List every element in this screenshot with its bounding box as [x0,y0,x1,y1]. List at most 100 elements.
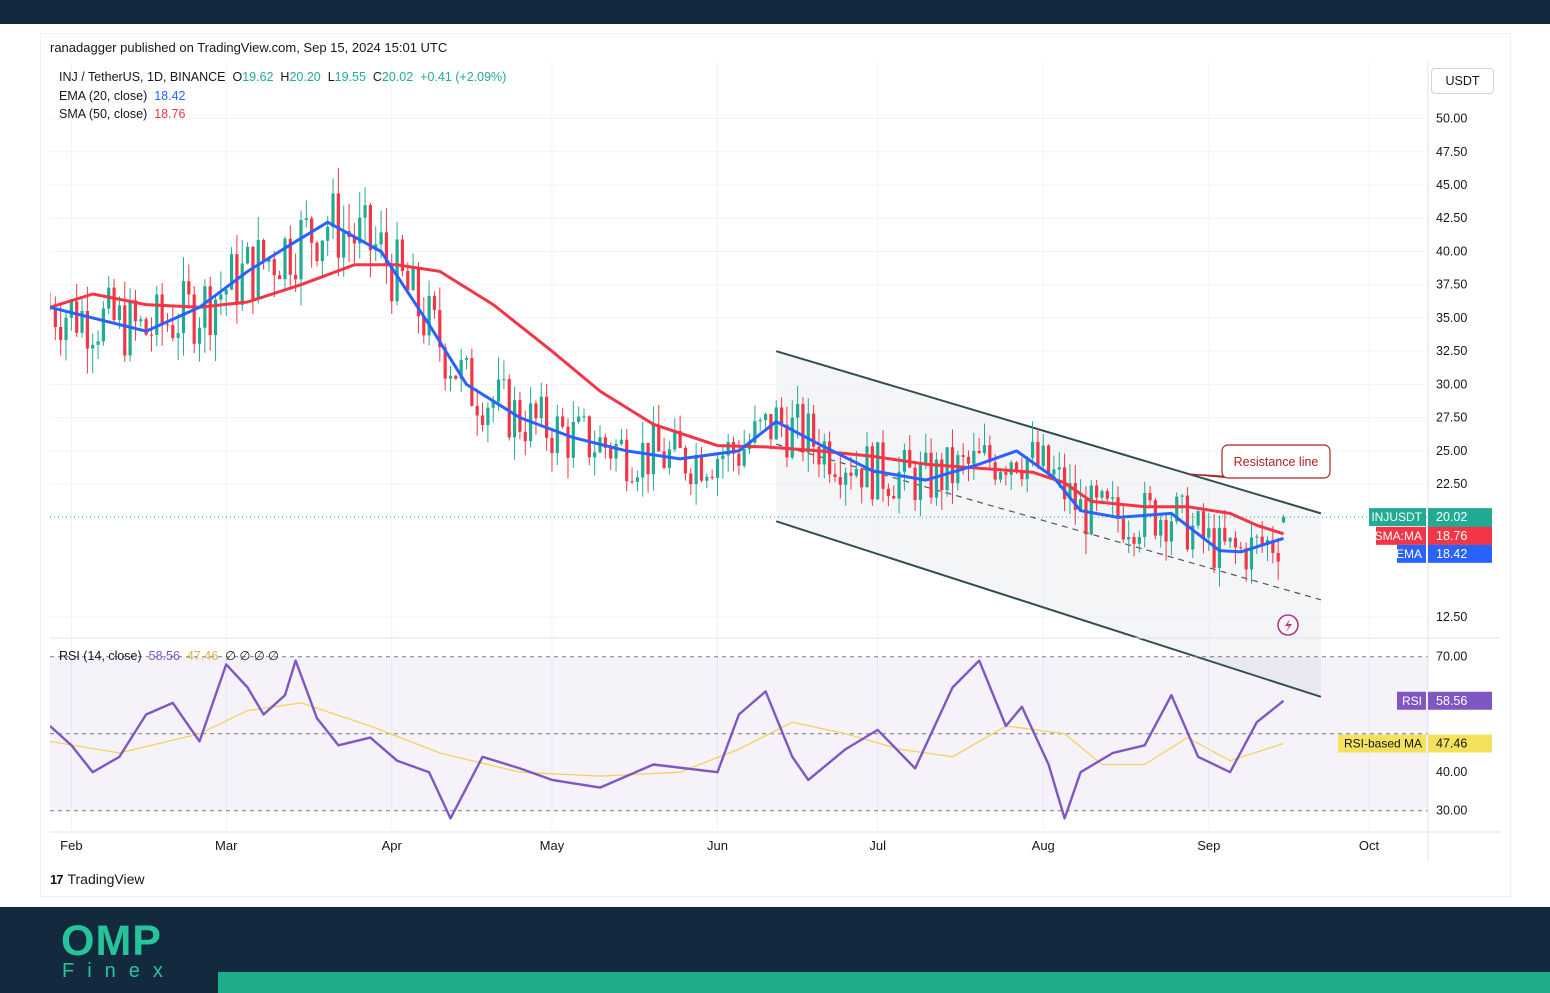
candle-body [91,344,95,349]
rsi-ma-tag-bg [1428,734,1492,753]
candle-body [1153,500,1157,536]
candle-body [961,455,965,457]
ema-tag-bg [1428,544,1492,563]
rsi-y-tick-label: 70.00 [1436,650,1467,664]
candle-body [1127,536,1131,540]
y-tick-label: 25.00 [1436,444,1467,458]
candle-body [571,421,575,458]
candle-body [1132,536,1136,544]
candle-body [945,447,949,491]
candle-body [123,305,127,356]
candle-body [80,310,84,333]
channel-upper-line [775,350,1322,515]
candle-body [315,242,319,262]
candle-body [555,416,559,454]
y-tick-label: 40.00 [1436,244,1467,258]
finex-logo: Finex [62,960,176,982]
bolt-icon-glyph [1285,619,1292,632]
candle-body-last [1281,517,1286,523]
channel-lower-line [775,520,1322,698]
x-tick-label: Jul [869,838,886,853]
candle-body [801,404,805,453]
candle-body [726,441,730,456]
legend-symbol: INJ / TetherUS, 1D, BINANCE [59,70,226,84]
sma-tag-label-bg [1376,526,1426,545]
candle-body [165,324,170,326]
candle-body [603,437,607,448]
candle-body [683,447,688,474]
sma-tag-label: SMA:MA [1375,529,1422,543]
moving-averages [50,220,1428,554]
candle-body [710,476,714,478]
rsi-tag-label: RSI [1402,694,1422,708]
y-tick-label: 45.00 [1436,178,1467,192]
candle-body [1196,511,1200,526]
candle-body [854,469,858,476]
candle-body [53,307,57,327]
chart-canvas[interactable]: Feb Mar Apr May Jun Jul Aug Sep Oct 50.00 47.50 45.… [50,62,1500,860]
legend-sma-value: 18.76 [154,107,186,121]
candle-body [1276,552,1280,562]
x-tick-label: Feb [60,838,82,853]
candle-body [480,415,485,426]
currency-selector[interactable]: USDT [1431,68,1494,94]
candle-body [363,205,367,218]
ema-tag-label-bg [1397,544,1426,563]
candle-body [395,239,399,302]
candle-body [1105,491,1109,499]
candle-body [609,447,613,459]
candle-body [998,472,1003,480]
candle-body [577,416,581,422]
candle-body [582,416,586,418]
candle-body [475,405,479,416]
candle-body [1244,548,1248,570]
candle-body [496,379,501,402]
candle-body [384,232,389,264]
y-tick-label: 27.50 [1436,411,1467,425]
candle-body [833,474,837,478]
candle-body [1217,527,1222,568]
candle-body [400,239,405,271]
candle-body [411,266,415,291]
ema-line [50,220,1284,554]
candle-body [256,239,260,300]
candle-body [262,239,266,262]
candle-body [267,258,271,262]
legend-sma[interactable]: SMA (50, close) 18.76 [59,107,186,121]
candle-body [368,205,372,251]
candle-body [438,310,442,348]
y-tick-label: 30.00 [1436,377,1467,391]
legend-open: 19.62 [242,70,274,84]
legend-rsi[interactable]: RSI (14, close) 58.56 47.46 ∅ ∅ ∅ ∅ [59,649,280,663]
candle-body [1068,483,1072,500]
candle-body [1207,528,1211,538]
x-tick-label: Jun [707,838,728,853]
candle-body [1169,521,1173,542]
candle-body [982,445,987,454]
candle-body [1223,527,1227,542]
candle-body [1233,537,1238,548]
tv-logo-icon: 17 [50,872,64,887]
candle-body [101,308,105,342]
y-tick-label: 47.50 [1436,145,1467,159]
candle-body [534,403,538,419]
legend-ema[interactable]: EMA (20, close) 18.42 [59,89,186,103]
candle-body [614,443,618,459]
candle-body [673,431,677,450]
candle-body [160,294,164,325]
candle-body [1228,537,1232,542]
candle-body [187,281,191,295]
candle-body [897,471,901,499]
candle-body [1121,518,1125,540]
candle-body [699,454,704,481]
candle-body [924,452,928,465]
candle-body [892,496,896,499]
candle-body [133,300,138,322]
candle-body [1159,519,1163,536]
candle-body [988,445,992,463]
candle-body [197,327,202,344]
candle-body [304,218,308,220]
candle-body [117,305,122,320]
candle-body [619,439,623,444]
candle-body [96,341,100,345]
